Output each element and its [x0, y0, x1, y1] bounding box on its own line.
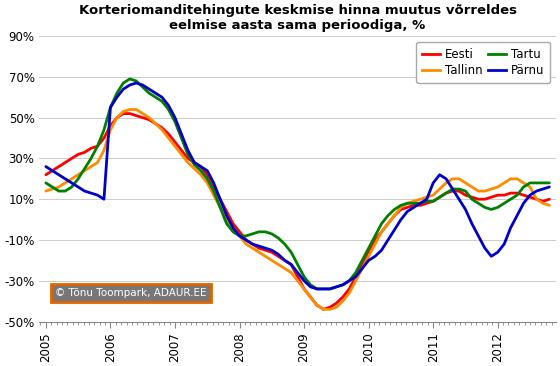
Tallinn: [546, 203, 553, 208]
Tallinn: [43, 189, 49, 193]
Eesti: [249, 242, 256, 246]
Tartu: [346, 279, 353, 283]
Pärnu: [133, 81, 139, 85]
Eesti: [320, 307, 327, 311]
Tartu: [546, 181, 553, 185]
Pärnu: [171, 115, 178, 120]
Eesti: [43, 172, 49, 177]
Pärnu: [255, 244, 262, 248]
Tallinn: [320, 307, 327, 311]
Line: Eesti: Eesti: [46, 113, 549, 309]
Pärnu: [423, 197, 430, 201]
Eesti: [184, 156, 191, 161]
Tartu: [171, 120, 178, 124]
Pärnu: [314, 287, 320, 291]
Pärnu: [346, 279, 353, 283]
Text: © Tõnu Toompark, ADAUR.EE: © Tõnu Toompark, ADAUR.EE: [55, 288, 207, 298]
Tallinn: [171, 144, 178, 148]
Eesti: [120, 111, 127, 116]
Eesti: [546, 197, 553, 201]
Eesti: [171, 140, 178, 144]
Line: Pärnu: Pärnu: [46, 83, 549, 289]
Eesti: [423, 201, 430, 205]
Tallinn: [346, 291, 353, 295]
Tallinn: [127, 107, 133, 112]
Eesti: [346, 287, 353, 291]
Pärnu: [249, 242, 256, 246]
Tallinn: [423, 195, 430, 199]
Pärnu: [43, 164, 49, 169]
Eesti: [255, 246, 262, 250]
Legend: Eesti, Tallinn, Tartu, Pärnu: Eesti, Tallinn, Tartu, Pärnu: [416, 42, 550, 83]
Title: Korteriomanditehingute keskmise hinna muutus võrreldes
eelmise aasta sama perioo: Korteriomanditehingute keskmise hinna mu…: [78, 4, 517, 32]
Tartu: [43, 181, 49, 185]
Tartu: [249, 232, 256, 236]
Line: Tartu: Tartu: [46, 79, 549, 289]
Tartu: [127, 77, 133, 81]
Tartu: [255, 229, 262, 234]
Tallinn: [249, 246, 256, 250]
Tartu: [314, 287, 320, 291]
Pärnu: [546, 185, 553, 189]
Pärnu: [184, 148, 191, 153]
Tallinn: [255, 250, 262, 254]
Tartu: [423, 199, 430, 203]
Tartu: [184, 152, 191, 157]
Tallinn: [184, 160, 191, 165]
Line: Tallinn: Tallinn: [46, 109, 549, 309]
